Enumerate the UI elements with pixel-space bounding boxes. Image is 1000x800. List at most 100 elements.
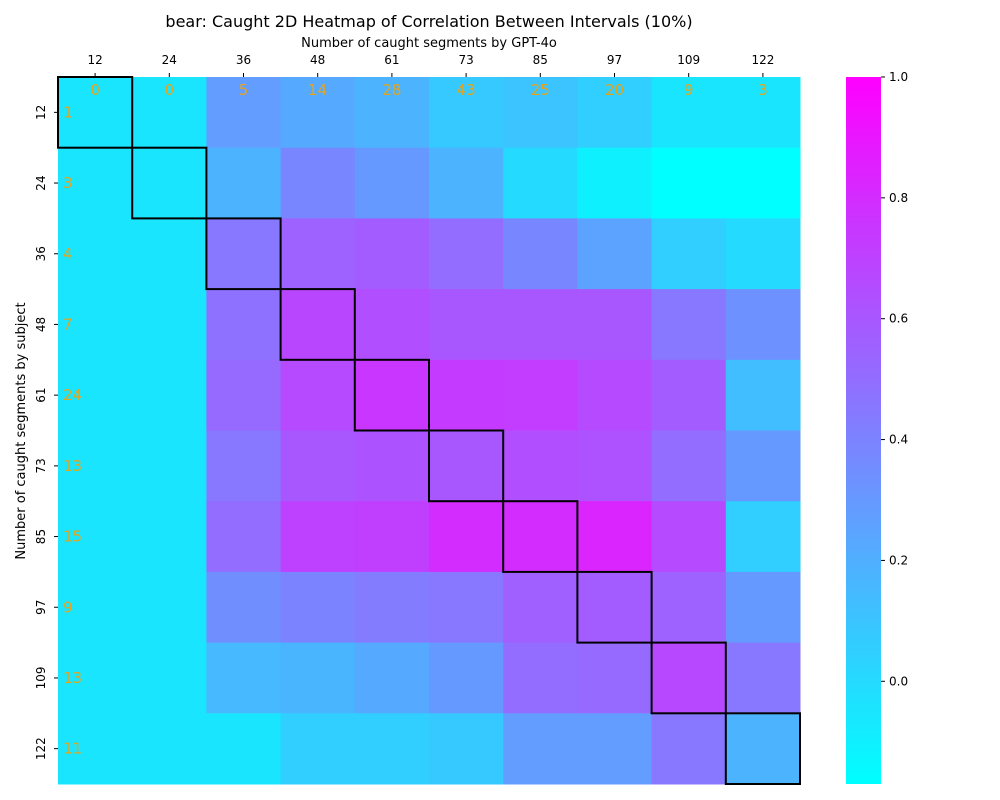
heatmap-cell: [503, 147, 578, 219]
heatmap-cell: [354, 501, 430, 573]
heatmap-cell: [354, 430, 430, 502]
heatmap-cell: [132, 218, 207, 290]
heatmap-cell: [58, 77, 133, 149]
side-count-label: 13: [63, 669, 82, 687]
heatmap-cell: [58, 501, 133, 573]
heatmap-cell: [429, 289, 504, 361]
heatmap-cell: [132, 359, 207, 431]
diagonal-box: [650, 641, 727, 715]
colorbar: 0.0 0.2 0.4 0.6 0.8 1.0: [846, 70, 908, 784]
heatmap-cell: [577, 359, 653, 431]
heatmap-cell: [429, 501, 504, 573]
colorbar-tick-label: 1.0: [889, 70, 908, 84]
heatmap-cell: [206, 571, 282, 644]
heatmap-cell: [58, 359, 133, 431]
y-tick-label: 61: [34, 388, 48, 403]
y-axis-ticks: 12 24 36 48 61 73 85 97 109 122: [34, 105, 58, 760]
heatmap-cell: [429, 642, 504, 714]
y-tick-label: 24: [34, 175, 48, 190]
heatmap-cell: [206, 501, 282, 573]
heatmap-cell: [132, 571, 207, 644]
heatmap-cell: [725, 713, 801, 785]
heatmap-cell: [132, 77, 207, 149]
heatmap-cell: [429, 147, 504, 219]
heatmap-cell: [503, 501, 578, 573]
heatmap-cell: [429, 571, 504, 644]
heatmap-cell: [132, 289, 207, 361]
heatmap-cell: [58, 218, 133, 290]
heatmap-cell: [503, 77, 578, 149]
x-tick-label: 109: [677, 53, 700, 67]
side-count-label: 13: [63, 457, 82, 475]
y-tick-label: 36: [34, 246, 48, 261]
heatmap-cell: [354, 571, 430, 644]
top-count-label: 14: [308, 81, 327, 99]
heatmap-cell: [354, 77, 430, 149]
colorbar-tick-label: 0.2: [889, 553, 908, 567]
heatmap-cell: [58, 571, 133, 644]
heatmap-cell: [429, 218, 504, 290]
heatmap-cell: [280, 289, 356, 361]
x-axis-label: Number of caught segments by GPT-4o: [301, 36, 557, 51]
y-tick-label: 12: [34, 105, 48, 120]
x-tick-label: 48: [310, 53, 325, 67]
chart-title: bear: Caught 2D Heatmap of Correlation B…: [165, 12, 692, 31]
heatmap-cell: [503, 359, 578, 431]
top-count-label: 28: [382, 81, 401, 99]
heatmap-cell: [280, 218, 356, 290]
y-tick-label: 73: [34, 458, 48, 473]
side-count-label: 24: [63, 386, 82, 404]
heatmap-cell: [280, 359, 356, 431]
heatmap-cell: [206, 289, 282, 361]
heatmap-cell: [577, 501, 653, 573]
diagonal-box: [205, 217, 282, 291]
heatmap-cell: [354, 642, 430, 714]
heatmap-cell: [58, 713, 133, 785]
x-tick-label: 122: [751, 53, 774, 67]
heatmap-cell: [354, 147, 430, 219]
heatmap-cell: [503, 218, 578, 290]
heatmap-cell: [577, 642, 653, 714]
heatmap-cell: [280, 147, 356, 219]
diagonal-box: [502, 500, 579, 573]
side-count-label: 9: [63, 598, 73, 616]
heatmap-cell: [725, 218, 801, 290]
x-tick-label: 12: [87, 53, 102, 67]
top-count-label: 20: [605, 81, 624, 99]
colorbar-tick-label: 0.4: [889, 433, 908, 447]
x-tick-label: 97: [607, 53, 622, 67]
x-tick-label: 85: [533, 53, 548, 67]
heatmap-cell: [577, 713, 653, 785]
heatmap-cell: [280, 571, 356, 644]
heatmap-cell: [503, 289, 578, 361]
heatmap-cell: [429, 77, 504, 149]
heatmap-cells: [58, 77, 801, 785]
top-count-label: 9: [684, 81, 694, 99]
heatmap-cell: [725, 359, 801, 431]
x-tick-label: 36: [236, 53, 251, 67]
y-tick-label: 85: [34, 529, 48, 544]
heatmap-cell: [132, 147, 207, 219]
heatmap-cell: [354, 289, 430, 361]
heatmap-cell: [577, 430, 653, 502]
heatmap-cell: [725, 642, 801, 714]
colorbar-tick-label: 0.0: [889, 674, 908, 688]
heatmap-cell: [58, 642, 133, 714]
heatmap-cell: [132, 642, 207, 714]
heatmap-cell: [503, 430, 578, 502]
heatmap-cell: [280, 713, 356, 785]
heatmap-cell: [577, 147, 653, 219]
top-count-label: 3: [758, 81, 768, 99]
heatmap-cell: [58, 147, 133, 219]
x-tick-label: 61: [384, 53, 399, 67]
side-count-label: 4: [63, 245, 73, 263]
heatmap-cell: [503, 642, 578, 714]
heatmap-cell: [577, 77, 653, 149]
diagonal-box: [353, 358, 430, 432]
heatmap-cell: [725, 289, 801, 361]
heatmap-cell: [354, 218, 430, 290]
top-count-label: 25: [531, 81, 550, 99]
heatmap-cell: [577, 571, 653, 644]
heatmap-cell: [651, 77, 727, 149]
